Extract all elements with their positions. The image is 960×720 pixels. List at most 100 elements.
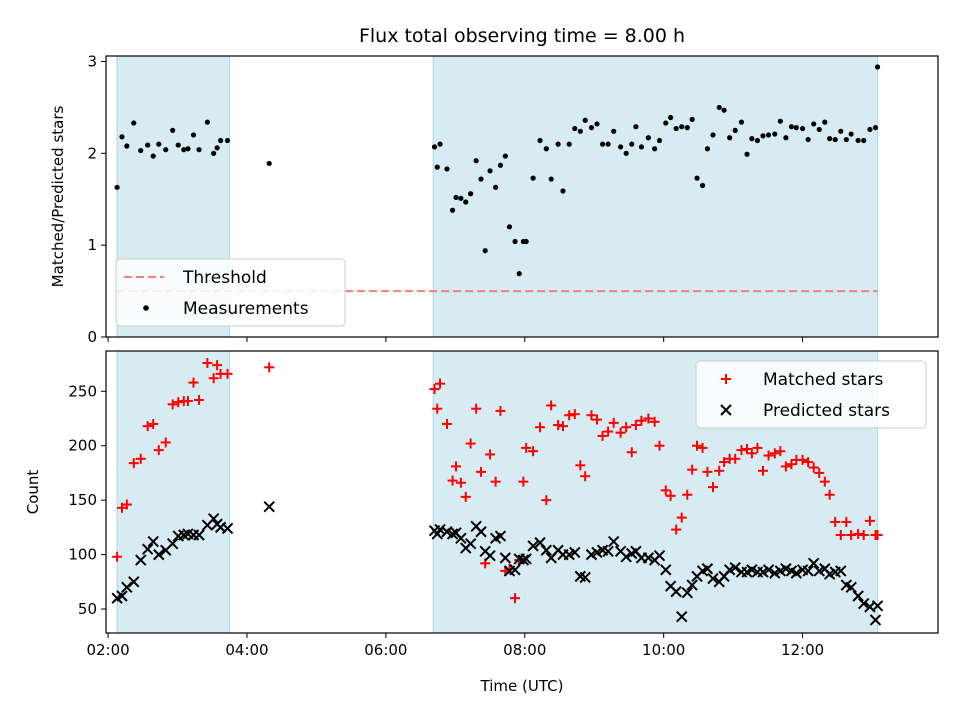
measurement-point (754, 137, 761, 144)
measurement-point (822, 119, 828, 125)
measurement-point (224, 137, 231, 144)
predicted-star-point (869, 614, 882, 626)
matched-star-point (665, 490, 676, 501)
measurement-point (572, 125, 578, 132)
measurement-point (638, 144, 645, 150)
matched-star-point (182, 396, 193, 407)
predicted-star-point (484, 549, 496, 562)
measurement-point (867, 126, 873, 133)
measurement-point (548, 176, 554, 182)
predicted-star-point (835, 565, 847, 577)
measurement-point (516, 271, 522, 277)
measurement-point (473, 158, 479, 164)
measurement-point (196, 147, 202, 153)
measurement-point (588, 125, 595, 131)
matched-star-point (264, 362, 275, 373)
measurement-point (131, 120, 137, 126)
measurement-point (577, 128, 583, 134)
predicted-star-point (845, 581, 857, 593)
predicted-star-point (670, 585, 682, 598)
top-legend-box (115, 258, 346, 327)
predicted-star-point (464, 538, 477, 550)
bottom-x-tick-label-3: 08:00 (503, 641, 546, 659)
predicted-star-point (128, 576, 140, 588)
measurement-point (673, 125, 679, 132)
bottom-x-tick-label-2: 06:00 (364, 641, 407, 659)
matched-star-point (575, 460, 586, 471)
predicted-star-point (207, 512, 220, 525)
measurement-point (124, 143, 130, 149)
predicted-star-point (852, 590, 864, 602)
measurement-point (738, 119, 745, 125)
measurement-point (185, 146, 191, 152)
measurement-point (788, 124, 795, 130)
measurement-point (605, 141, 611, 147)
matched-star-point (752, 442, 763, 453)
measurement-point (502, 153, 508, 159)
measurement-point (611, 128, 617, 134)
bottom-y-tick-label-2: 150 (68, 491, 97, 509)
measurement-point (463, 199, 469, 205)
measurement-point (437, 141, 443, 147)
matched-star-point (660, 485, 671, 496)
predicted-star-point (193, 529, 205, 541)
top-panel: 0 1 2 3 Matched/Predicted stars Threshold Meas… (49, 53, 939, 346)
matched-star-point (746, 448, 757, 459)
bottom-x-tick-label-0: 02:00 (86, 641, 129, 659)
measurement-point (645, 135, 651, 141)
top-y-tick-label-0: 0 (87, 328, 97, 346)
matched-star-point (580, 471, 591, 482)
measurement-point (163, 147, 169, 153)
predicted-star-point (455, 532, 467, 544)
measurement-point (772, 131, 778, 137)
matched-star-point (757, 465, 768, 476)
predicted-star-point (686, 579, 698, 591)
legend-predicted-label: Predicted stars (763, 401, 890, 421)
matched-star-point (490, 476, 501, 487)
top-y-tick-label-3: 3 (87, 53, 97, 71)
matched-star-point (546, 400, 557, 411)
measurement-point (838, 128, 844, 134)
matched-star-point (153, 445, 164, 456)
measurement-point (629, 141, 635, 147)
matched-star-point (447, 475, 458, 486)
matched-star-point (608, 417, 619, 428)
predicted-star-point (166, 538, 179, 550)
legend-measurements-swatch (143, 305, 149, 311)
matched-star-point (485, 449, 496, 460)
bottom-y-axis-label: Count (24, 470, 42, 515)
predicted-star-point (499, 552, 512, 564)
predicted-star-point (676, 610, 688, 623)
predicted-star-point (579, 571, 591, 584)
matched-star-point (435, 378, 446, 389)
matched-star-point (160, 437, 171, 448)
matched-star-point (557, 421, 568, 432)
predicted-star-point (653, 549, 666, 562)
matched-star-point (846, 530, 857, 541)
top-shaded-interval-1 (432, 55, 879, 338)
measurement-point (119, 134, 125, 140)
matched-star-point (521, 442, 532, 453)
matched-star-point (853, 528, 864, 539)
measurement-point (493, 184, 499, 190)
matched-star-point (830, 516, 841, 527)
measurement-point (468, 191, 474, 197)
predicted-star-point (221, 522, 234, 535)
top-legend: Threshold Measurements (115, 258, 346, 327)
matched-star-point (780, 461, 791, 472)
matched-star-point (128, 458, 139, 469)
predicted-star-point (871, 600, 884, 612)
measurement-point (181, 147, 187, 153)
measurement-point (434, 164, 440, 170)
matched-star-point (707, 482, 718, 493)
measurement-point (663, 120, 669, 126)
measurement-point (266, 160, 272, 167)
matched-star-point (135, 453, 146, 464)
bottom-y-tick-label-0: 50 (78, 600, 97, 618)
matched-star-point (803, 457, 814, 468)
measurement-point (704, 146, 711, 152)
bottom-y-tick-label-4: 250 (68, 382, 97, 400)
measurement-point (727, 135, 733, 141)
legend-matched-label: Matched stars (763, 370, 883, 390)
